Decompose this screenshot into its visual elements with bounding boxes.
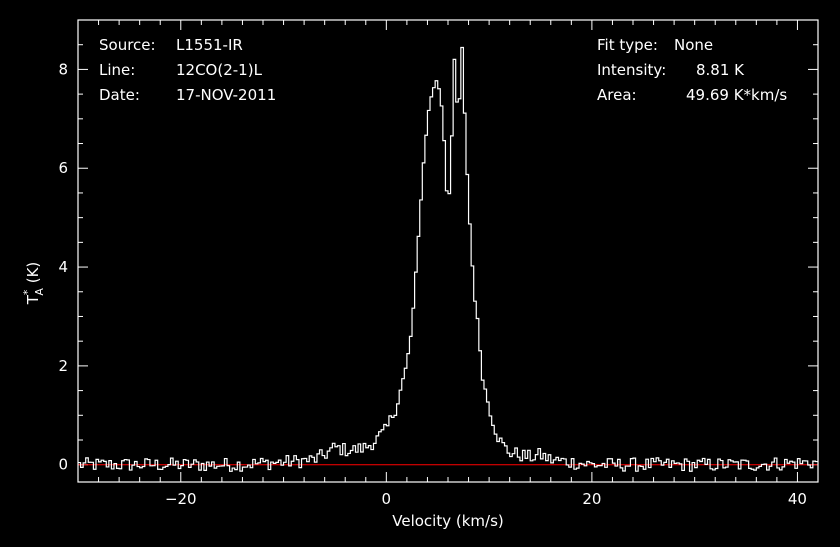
fit-type-label: Fit type: (597, 36, 658, 54)
spectrum-series (78, 46, 818, 472)
source-value: L1551-IR (176, 36, 243, 54)
line-value: 12CO(2-1)L (176, 61, 263, 79)
y-tick-label: 0 (58, 456, 68, 474)
plot-frame (77, 19, 819, 483)
y-tick-label: 4 (58, 258, 68, 276)
y-axis-label-sub: A (33, 288, 46, 296)
y-axis-label-main: T (24, 294, 42, 305)
y-tick-label: 8 (58, 60, 68, 78)
y-axis-label: T*A (K) (21, 262, 46, 306)
svg-text:T*A (K): T*A (K) (21, 262, 46, 306)
date-value: 17-NOV-2011 (176, 86, 276, 104)
y-axis-label-sup: * (21, 289, 34, 295)
y-tick-label: 2 (58, 357, 68, 375)
area-label: Area: (597, 86, 637, 104)
x-axis-label: Velocity (km/s) (392, 512, 503, 530)
y-axis-label-unit: (K) (24, 262, 42, 288)
intensity-label: Intensity: (597, 61, 666, 79)
axis-ticks (78, 20, 819, 482)
intensity-value: 8.81 K (696, 61, 745, 79)
axis-tick-labels: −20 0 20 40 0 2 4 6 8 (58, 60, 807, 508)
date-label: Date: (99, 86, 140, 104)
x-tick-label: −20 (165, 490, 197, 508)
x-tick-label: 0 (382, 490, 392, 508)
x-tick-label: 20 (582, 490, 601, 508)
line-label: Line: (99, 61, 135, 79)
source-label: Source: (99, 36, 156, 54)
area-value: 49.69 K*km/s (686, 86, 787, 104)
y-tick-label: 6 (58, 159, 68, 177)
fit-type-value: None (674, 36, 713, 54)
x-tick-label: 40 (788, 490, 807, 508)
